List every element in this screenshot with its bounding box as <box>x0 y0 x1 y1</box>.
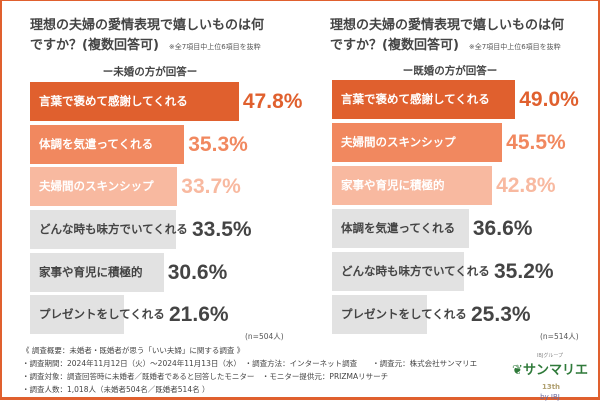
bar-label: どんな時も味方でいてくれる <box>39 222 188 236</box>
footer-summary: 《 調査概要：未婚者・既婚者が思う「いい夫婦」に関する調査 》 <box>22 346 245 355</box>
logo-by: by IBJ <box>540 393 560 401</box>
right-note: ※全7項目中上位6項目を抜粋 <box>468 43 561 51</box>
left-subtitle: ー未婚の方が回答ー <box>102 66 198 78</box>
bar <box>332 80 516 119</box>
bar <box>30 210 177 249</box>
left-title-line2: ですか？(複数回答可) <box>30 38 159 53</box>
bar-label: 言葉で褒めて感謝してくれる <box>341 92 490 106</box>
data-label: 33.7% <box>181 175 241 198</box>
bar <box>30 167 178 206</box>
left-title-line1: 理想の夫婦の愛情表現で嬉しいものは何 <box>30 18 265 33</box>
bar <box>30 82 239 121</box>
bar <box>30 253 164 292</box>
bar-label: 夫婦間のスキンシップ <box>341 135 456 149</box>
bar-label: 夫婦間のスキンシップ <box>39 179 154 193</box>
data-label: 42.8% <box>496 174 556 197</box>
data-label: 35.3% <box>188 133 248 156</box>
data-label: 45.5% <box>506 131 566 154</box>
bar-label: プレゼントをしてくれる <box>341 307 467 321</box>
leaf-icon: ❦ <box>512 363 523 378</box>
footer-period: ・調査期間：2024年11月12日（火）～2024年11月13日（水） ・調査方… <box>22 359 478 368</box>
bar <box>30 125 185 164</box>
bar <box>332 209 469 248</box>
data-label: 25.3% <box>471 303 531 326</box>
bar-label: 家事や育児に積極的 <box>39 265 143 279</box>
bar <box>332 295 427 334</box>
bar <box>30 295 125 334</box>
data-label: 30.6% <box>167 261 228 284</box>
data-label: 21.6% <box>169 303 229 326</box>
bar-label: 言葉で褒めて感謝してくれる <box>39 94 188 108</box>
logo-name: サンマリエ <box>522 363 588 378</box>
data-label: 49.0% <box>519 88 579 111</box>
left-sample-size: (n=504人) <box>245 332 284 341</box>
right-sample-size: (n=514人) <box>540 332 579 341</box>
logo-tagline: IBJグループ <box>536 353 564 359</box>
bar <box>332 252 464 291</box>
right-title: 理想の夫婦の愛情表現で嬉しいものは何 ですか？(複数回答可) ※全7項目中上位6項… <box>330 16 564 57</box>
footer-count: ・調査人数：1,018人（未婚者504名／既婚者514名 ） <box>22 385 210 394</box>
bar-label: 体調を気遣ってくれる <box>39 137 154 151</box>
right-title-line2: ですか？(複数回答可) <box>330 38 459 53</box>
data-label: 36.6% <box>472 217 533 240</box>
left-title: 理想の夫婦の愛情表現で嬉しいものは何 ですか？(複数回答可) ※全7項目中上位6項… <box>30 16 264 57</box>
logo-badge: 13th <box>541 383 561 391</box>
right-subtitle: ー既婚の方が回答ー <box>402 65 498 77</box>
bar-label: どんな時も味方でいてくれる <box>341 264 490 278</box>
left-note: ※全7項目中上位6項目を抜粋 <box>168 43 261 51</box>
bar-label: 体調を気遣ってくれる <box>341 221 456 235</box>
data-label: 47.8% <box>242 90 303 113</box>
right-title-line1: 理想の夫婦の愛情表現で嬉しいものは何 <box>330 18 565 33</box>
data-label: 33.5% <box>192 218 252 241</box>
bar <box>332 166 493 205</box>
sunmarie-logo: IBJグループ ❦サンマリエ 13th by IBJ <box>505 352 595 401</box>
bar-label: プレゼントをしてくれる <box>39 307 165 321</box>
bar-label: 家事や育児に積極的 <box>341 178 445 192</box>
footer-target: ・調査対象：調査回答時に未婚者／既婚者であると回答したモニター ・モニター提供元… <box>22 372 389 381</box>
data-label: 35.2% <box>494 260 554 283</box>
bar <box>332 123 503 162</box>
